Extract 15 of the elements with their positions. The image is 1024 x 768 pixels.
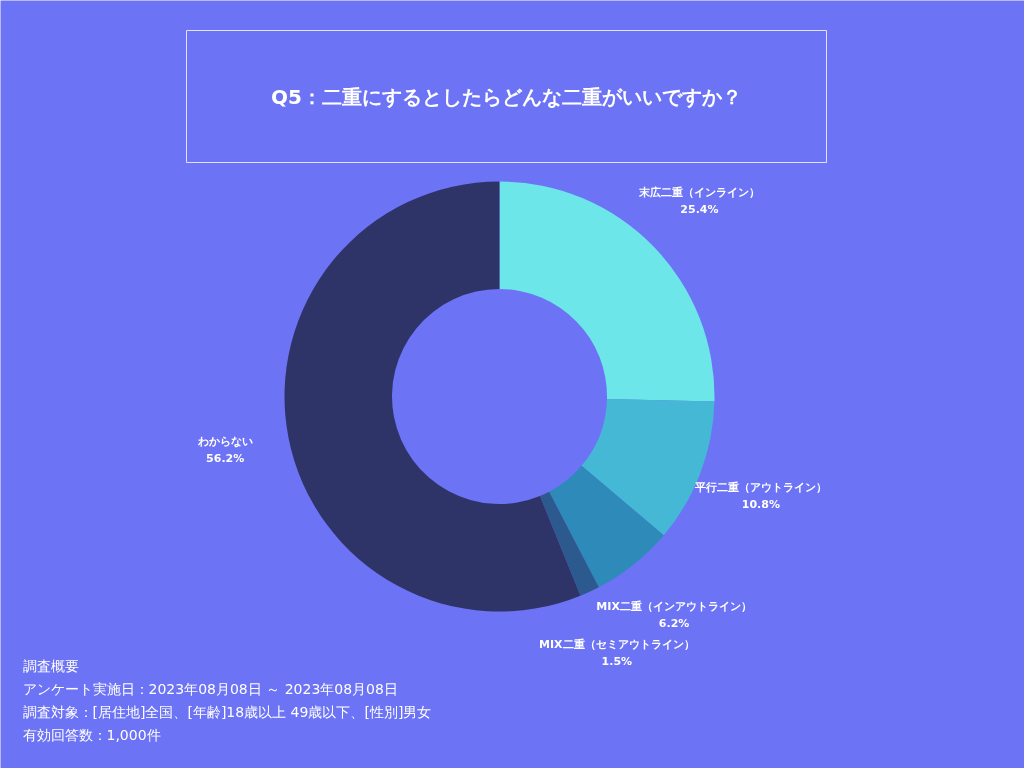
data-label: 56.2% <box>206 452 245 466</box>
text: 調査概要 <box>22 657 79 674</box>
slice-label: 末広二重（インライン） <box>637 186 760 200</box>
slice-label: わからない <box>196 435 253 449</box>
slice-label: MIX二重（インアウトライン） <box>596 599 752 613</box>
text: アンケート実施日：2023年08月08日 ～ 2023年08月08日 <box>22 680 398 697</box>
text: 有効回答数：1,000件 <box>22 726 161 743</box>
data-label: 1.5% <box>601 654 633 668</box>
data-label: 25.4% <box>680 203 719 217</box>
text: 調査対象：[居住地]全国、[年齢]18歳以上 49歳以下、[性別]男女 <box>22 703 432 720</box>
slice-label: MIX二重（セミアウトライン） <box>539 637 695 651</box>
chart-title: Q5：二重にするとしたらどんな二重がいいですか？ <box>271 84 742 109</box>
data-label: 10.8% <box>741 497 780 511</box>
data-label: 6.2% <box>658 616 690 630</box>
slice-label: 平行二重（アウトライン） <box>693 480 827 494</box>
